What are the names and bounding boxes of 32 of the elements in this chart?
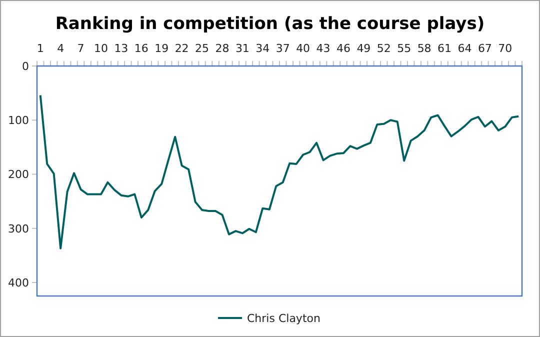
x-tick-label: 31 (235, 42, 250, 55)
x-tick-label: 52 (376, 42, 391, 55)
y-tick-label: 400 (8, 276, 29, 290)
x-tick-label: 1 (36, 42, 44, 55)
x-tick-label: 25 (195, 42, 210, 55)
y-tick-label: 200 (8, 168, 29, 182)
x-tick-label: 58 (417, 42, 432, 55)
x-tick-label: 13 (114, 42, 128, 55)
x-tick-label: 10 (94, 42, 108, 55)
y-tick-label: 0 (22, 60, 29, 73)
x-tick-label: 64 (458, 42, 472, 55)
x-tick-label: 40 (296, 42, 310, 55)
x-tick-label: 34 (256, 42, 270, 55)
chart-title: Ranking in competition (as the course plays) (55, 14, 485, 34)
x-tick-label: 16 (134, 42, 148, 55)
x-tick-label: 70 (498, 42, 512, 55)
y-tick-label: 100 (8, 114, 29, 128)
line-series (39, 94, 520, 250)
x-tick-label: 43 (316, 42, 330, 55)
y-tick-label: 300 (8, 222, 29, 236)
x-tick-label: 28 (215, 42, 230, 55)
x-tick-label: 7 (77, 42, 84, 55)
x-tick-label: 46 (336, 42, 350, 55)
x-tick-label: 37 (276, 42, 290, 55)
x-tick-label: 67 (478, 42, 492, 55)
x-tick-label: 49 (356, 42, 371, 55)
x-tick-label: 19 (154, 42, 169, 55)
legend-label: Chris Clayton (247, 312, 320, 325)
x-tick-label: 22 (174, 42, 189, 55)
x-tick-label: 55 (397, 42, 412, 55)
x-tick-label: 4 (57, 42, 64, 55)
x-tick-label: 61 (438, 42, 452, 55)
